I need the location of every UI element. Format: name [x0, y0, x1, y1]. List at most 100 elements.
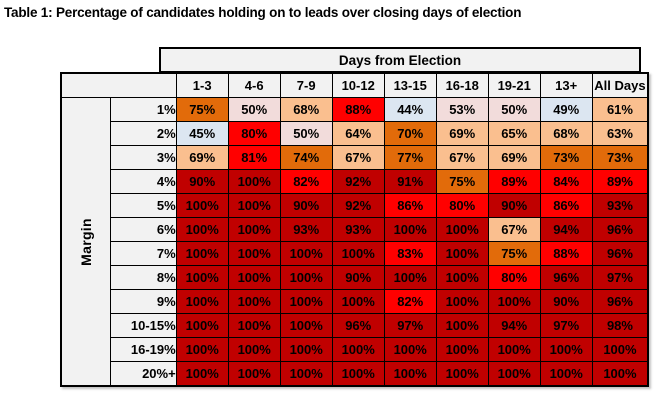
- heatmap-cell: 96%: [539, 265, 593, 290]
- column-header: 13-15: [383, 72, 437, 98]
- heatmap-cell: 100%: [487, 289, 541, 314]
- heatmap-cell: 86%: [539, 193, 593, 218]
- heatmap-cell: 100%: [227, 313, 281, 338]
- heatmap-cell: 100%: [487, 337, 541, 362]
- heatmap-cell: 97%: [591, 265, 649, 290]
- heatmap-cell: 75%: [435, 169, 489, 194]
- heatmap-cell: 61%: [591, 97, 649, 122]
- heatmap-cell: 93%: [591, 193, 649, 218]
- heatmap-cell: 63%: [591, 121, 649, 146]
- table-title: Table 1: Percentage of candidates holdin…: [4, 5, 522, 20]
- row-label: 1%: [109, 97, 177, 122]
- row-group-header-label: Margin: [77, 217, 94, 266]
- heatmap-cell: 80%: [227, 121, 281, 146]
- heatmap-cell: 100%: [227, 361, 281, 387]
- heatmap-cell: 96%: [591, 217, 649, 242]
- heatmap-cell: 100%: [227, 193, 281, 218]
- heatmap-cell: 100%: [383, 337, 437, 362]
- heatmap-cell: 100%: [227, 217, 281, 242]
- column-header: 16-18: [435, 72, 489, 98]
- heatmap-cell: 100%: [383, 361, 437, 387]
- heatmap-cell: 100%: [175, 241, 229, 266]
- column-header: 13+: [539, 72, 593, 98]
- heatmap-cell: 53%: [435, 97, 489, 122]
- heatmap-cell: 100%: [227, 169, 281, 194]
- heatmap-cell: 94%: [487, 313, 541, 338]
- heatmap-cell: 69%: [435, 121, 489, 146]
- corner-cell: [60, 72, 177, 98]
- heatmap-cell: 93%: [331, 217, 385, 242]
- heatmap-cell: 84%: [539, 169, 593, 194]
- heatmap-cell: 80%: [487, 265, 541, 290]
- heatmap-table: 1-3 4-6 7-9 10-12 13-15 16-18 19-21 13+ All Days…: [60, 72, 650, 387]
- heatmap-cell: 100%: [175, 289, 229, 314]
- table-row: 4% 90% 100% 82% 92% 91% 75% 89% 84% 89%: [61, 169, 649, 194]
- heatmap-cell: 69%: [487, 145, 541, 170]
- row-label: 6%: [109, 217, 177, 242]
- heatmap-cell: 100%: [175, 193, 229, 218]
- heatmap-cell: 100%: [175, 337, 229, 362]
- heatmap-cell: 100%: [539, 361, 593, 387]
- heatmap-cell: 100%: [227, 337, 281, 362]
- heatmap-cell: 73%: [539, 145, 593, 170]
- table-row: Margin 1% 75% 50% 68% 88% 44% 53% 50% 49% 61%: [60, 97, 649, 387]
- heatmap-cell: 74%: [279, 145, 333, 170]
- column-header: 1-3: [175, 72, 229, 98]
- table-row: 2% 45% 80% 50% 64% 70% 69% 65% 68% 63%: [61, 121, 649, 146]
- heatmap-cell: 100%: [227, 265, 281, 290]
- heatmap-cell: 80%: [435, 193, 489, 218]
- heatmap-cell: 93%: [279, 217, 333, 242]
- heatmap-cell: 100%: [383, 265, 437, 290]
- heatmap-cell: 50%: [227, 97, 281, 122]
- heatmap-cell: 75%: [487, 241, 541, 266]
- heatmap-cell: 82%: [279, 169, 333, 194]
- heatmap-cell: 97%: [539, 313, 593, 338]
- heatmap-cell: 44%: [383, 97, 437, 122]
- column-group-header: Days from Election: [159, 47, 641, 73]
- row-label: 16-19%: [109, 337, 177, 362]
- heatmap-cell: 100%: [591, 361, 649, 387]
- row-label: 5%: [109, 193, 177, 218]
- heatmap-cell: 100%: [487, 361, 541, 387]
- table-row: 20%+ 100% 100% 100% 100% 100% 100% 100% 100% 100%: [61, 361, 649, 387]
- heatmap-cell: 45%: [175, 121, 229, 146]
- heatmap-cell: 100%: [539, 337, 593, 362]
- row-label: 9%: [109, 289, 177, 314]
- heatmap-cell: 75%: [175, 97, 229, 122]
- heatmap-cell: 96%: [331, 313, 385, 338]
- table-row: 5% 100% 100% 90% 92% 86% 80% 90% 86% 93%: [61, 193, 649, 218]
- row-label: 2%: [109, 121, 177, 146]
- heatmap-cell: 100%: [279, 289, 333, 314]
- heatmap-cell: 65%: [487, 121, 541, 146]
- heatmap-cell: 70%: [383, 121, 437, 146]
- heatmap-cell: 98%: [591, 313, 649, 338]
- heatmap-cell: 89%: [591, 169, 649, 194]
- heatmap-cell: 67%: [487, 217, 541, 242]
- heatmap-cell: 83%: [383, 241, 437, 266]
- heatmap-cell: 90%: [539, 289, 593, 314]
- heatmap-cell: 50%: [487, 97, 541, 122]
- heatmap-cell: 90%: [279, 193, 333, 218]
- heatmap-cell: 100%: [591, 337, 649, 362]
- heatmap-cell: 100%: [331, 241, 385, 266]
- column-header: 4-6: [227, 72, 281, 98]
- heatmap-cell: 100%: [227, 289, 281, 314]
- column-group-header-table: Days from Election: [159, 47, 641, 73]
- row-label: 3%: [109, 145, 177, 170]
- row-label: 7%: [109, 241, 177, 266]
- heatmap-cell: 81%: [227, 145, 281, 170]
- heatmap-cell: 88%: [331, 97, 385, 122]
- heatmap-cell: 100%: [175, 313, 229, 338]
- column-header: All Days: [591, 72, 649, 98]
- heatmap-cell: 50%: [279, 121, 333, 146]
- heatmap-cell: 100%: [331, 361, 385, 387]
- heatmap-cell: 100%: [435, 265, 489, 290]
- heatmap-cell: 68%: [539, 121, 593, 146]
- heatmap-cell: 100%: [175, 361, 229, 387]
- column-header-row: 1-3 4-6 7-9 10-12 13-15 16-18 19-21 13+ All Days: [60, 72, 649, 98]
- heatmap-body: Margin 1% 75% 50% 68% 88% 44% 53% 50% 49% 61% 2% 45%…: [60, 97, 649, 387]
- heatmap-cell: 64%: [331, 121, 385, 146]
- heatmap-cell: 100%: [383, 217, 437, 242]
- heatmap-cell: 67%: [331, 145, 385, 170]
- heatmap-cell: 91%: [383, 169, 437, 194]
